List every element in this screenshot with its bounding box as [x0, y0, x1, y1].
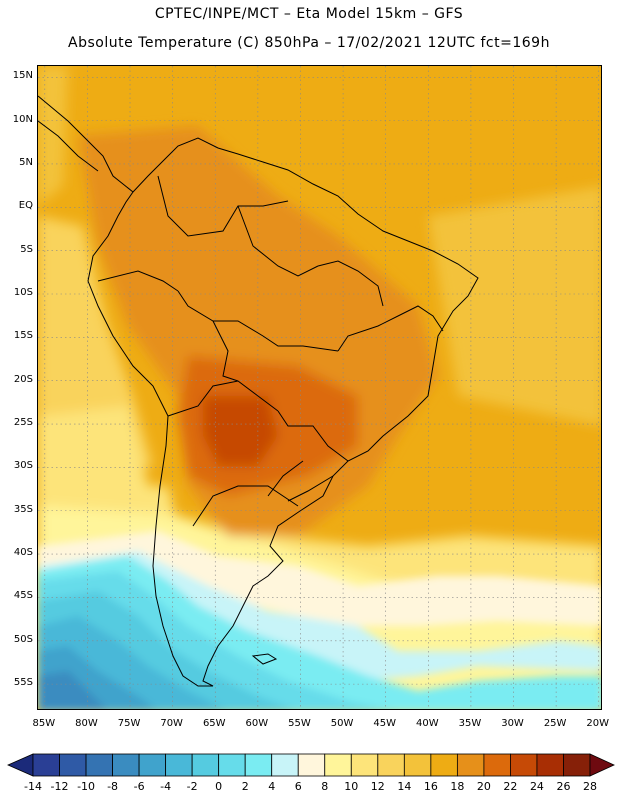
longitude-label: 80W: [75, 718, 98, 729]
colorbar-tick-label: -8: [107, 780, 119, 793]
colorbar-tick-label: -4: [160, 780, 172, 793]
latitude-label: 45S: [13, 590, 33, 602]
colorbar-tick-label: 20: [476, 780, 491, 793]
colorbar-cell: [32, 753, 60, 777]
latitude-label: EQ: [18, 200, 33, 212]
colorbar-cell: [244, 753, 273, 777]
colorbar-cell: [112, 753, 140, 777]
longitude-label: 50W: [330, 718, 354, 729]
temperature-band-10-12: [38, 406, 148, 496]
colorbar-tick-label: 12: [370, 780, 385, 793]
longitude-label: 25W: [543, 718, 567, 729]
latitude-label: 5S: [20, 243, 33, 255]
longitude-label: 55W: [288, 718, 311, 729]
colorbar-tick-label: 26: [556, 780, 571, 793]
colorbar-cell: [85, 753, 113, 777]
colorbar-under-arrow: [7, 753, 34, 777]
latitude-label: 10N: [12, 113, 33, 125]
colorbar-over-arrow: [589, 753, 615, 777]
colorbar-cell: [138, 753, 167, 777]
longitude-label: 60W: [245, 718, 269, 729]
latitude-label: 20S: [13, 373, 33, 385]
latitude-label: 30S: [13, 460, 33, 472]
colorbar-cell: [191, 753, 220, 777]
longitude-label: 85W: [32, 718, 56, 729]
latitude-label: 35S: [13, 503, 33, 515]
longitude-label: 45W: [373, 718, 396, 729]
latitude-label: 25S: [13, 417, 33, 429]
longitude-label: 20W: [586, 718, 610, 729]
colorbar-tick-label: 28: [583, 780, 597, 793]
latitude-label: 55S: [13, 677, 33, 689]
latitude-label: 5N: [19, 156, 33, 168]
temperature-band-18-20: [118, 146, 198, 216]
colorbar-tick-label: 4: [268, 780, 276, 793]
latitude-label: 10S: [13, 287, 33, 298]
temperature-band-14-16: [38, 66, 68, 206]
colorbar-cell: [377, 753, 405, 777]
colorbar-tick-label: -6: [133, 780, 145, 793]
temperature-band-minus8-minus6: [38, 671, 106, 709]
coastlines: [38, 95, 479, 687]
colorbar-cell: [430, 753, 458, 777]
colorbar-cell: [271, 753, 299, 777]
colorbar-tick-label: -2: [186, 780, 198, 793]
colorbar-cell: [165, 753, 193, 777]
colorbar-cell: [563, 753, 591, 777]
temperature-map: [37, 65, 602, 710]
colorbar-cell: [59, 753, 87, 777]
colorbar-tick-label: 24: [529, 780, 544, 793]
colorbar-cell: [297, 753, 326, 777]
map-title-line-2: Absolute Temperature (C) 850hPa – 17/02/…: [68, 35, 550, 51]
longitude-label: 40W: [415, 718, 439, 729]
temperature-field: [38, 66, 601, 709]
colorbar-tick-label: 18: [450, 780, 465, 793]
colorbar-cell: [456, 753, 485, 777]
longitude-label: 75W: [117, 718, 141, 729]
temperature-band-14-16: [428, 186, 601, 426]
colorbar-tick-label: 2: [241, 780, 249, 793]
colorbar-tick-label: 6: [294, 780, 302, 793]
colorbar-tick-label: 0: [215, 780, 223, 793]
colorbar-tick-label: 14: [397, 780, 412, 793]
colorbar-tick-label: 16: [423, 780, 438, 793]
map-title-line-1: CPTEC/INPE/MCT – Eta Model 15km – GFS: [154, 6, 464, 22]
colorbar-tick-label: 22: [503, 780, 518, 793]
colorbar-cell: [510, 753, 538, 777]
longitude-label: 70W: [160, 718, 183, 729]
colorbar-cell: [483, 753, 511, 777]
colorbar-cell: [536, 753, 564, 777]
colorbar-tick-label: 10: [344, 780, 359, 793]
colorbar-cell: [324, 753, 352, 777]
latitude-label: 15N: [12, 70, 33, 82]
longitude-label: 30W: [501, 718, 524, 729]
colorbar-cell: [403, 753, 432, 777]
latitude-label: 15S: [13, 330, 33, 342]
latitude-label: 50S: [13, 633, 33, 645]
colorbar-tick-label: -12: [50, 780, 69, 793]
colorbar-tick-label: 8: [321, 780, 329, 793]
colorbar-cell: [350, 753, 379, 777]
temperature-band-22-24: [203, 396, 278, 466]
temperature-band-6-8: [38, 531, 601, 626]
colorbar-cell: [218, 753, 246, 777]
temperature-band-4-6: [38, 551, 601, 681]
colorbar-tick-label: -10: [77, 780, 96, 793]
longitude-label: 35W: [458, 718, 482, 729]
latitude-label: 40S: [13, 547, 33, 559]
longitude-label: 65W: [202, 718, 226, 729]
colorbar-tick-label: -14: [24, 780, 42, 793]
